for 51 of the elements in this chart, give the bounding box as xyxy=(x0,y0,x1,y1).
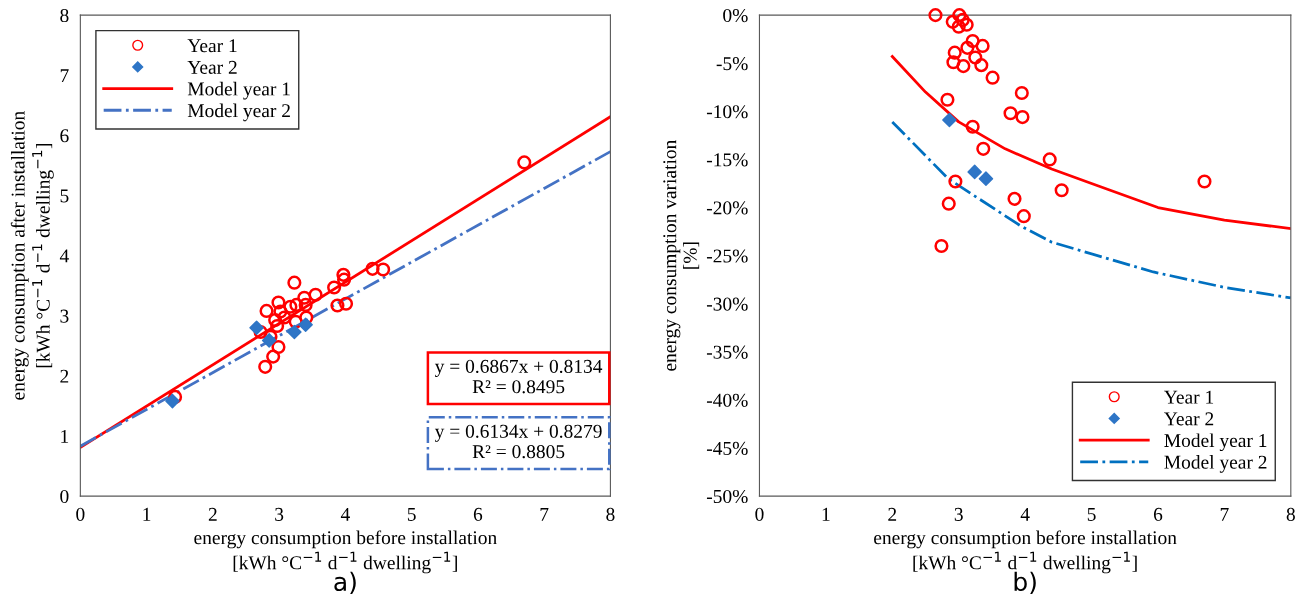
x-tick-label: 5 xyxy=(407,507,416,521)
legend-label: Model year 2 xyxy=(1164,455,1267,473)
annotation: y = 0.6134x + 0.8279 R² = 0.8805 xyxy=(434,424,602,459)
x-tick-label: 8 xyxy=(1286,507,1295,521)
y-tick-label: -5% xyxy=(716,57,748,71)
y-tick-label: -25% xyxy=(706,249,748,263)
x-tick-label: 2 xyxy=(888,507,897,521)
y-tick-label: -40% xyxy=(706,393,748,407)
legend-label: Year 1 xyxy=(1164,390,1214,404)
y-tick-label: 7 xyxy=(60,69,69,82)
y-axis-title: energy consumption variation [%] xyxy=(663,139,700,371)
x-tick-label: 5 xyxy=(1087,507,1096,521)
x-tick-label: 0 xyxy=(76,507,85,521)
x-tick-label: 3 xyxy=(275,507,284,521)
y-axis-title: energy consumption after installation [kWh °C$^{−1}$ d$^{−1}$ dwelling$^{−1}$] xyxy=(10,111,54,400)
x-tick-label: 2 xyxy=(208,507,217,521)
legend-label: Model year 1 xyxy=(187,81,290,100)
x-tick-label: 1 xyxy=(822,507,830,521)
y-tick-label: -45% xyxy=(706,441,748,455)
x-tick-label: 7 xyxy=(1220,507,1229,521)
x-tick-label: 0 xyxy=(755,507,764,521)
x-tick-label: 4 xyxy=(1020,507,1030,521)
legend-label: Year 2 xyxy=(187,60,237,74)
y-tick-label: 3 xyxy=(60,309,69,323)
x-tick-label: 3 xyxy=(954,507,963,521)
y-tick-label: -20% xyxy=(706,201,748,215)
y-tick-label: -10% xyxy=(706,105,748,119)
legend-label: Year 2 xyxy=(1164,412,1214,426)
y-tick-label: 0% xyxy=(723,8,748,23)
y-tick-label: -15% xyxy=(706,153,748,167)
legend-label: Year 1 xyxy=(187,39,237,53)
y-tick-label: -35% xyxy=(706,345,748,359)
y-tick-label: 8 xyxy=(60,8,69,23)
x-tick-label: 6 xyxy=(473,507,483,521)
x-tick-label: 6 xyxy=(1153,507,1163,521)
text: a) xyxy=(334,571,356,595)
y-tick-label: 6 xyxy=(60,129,69,143)
y-tick-label: -30% xyxy=(706,297,748,311)
x-tick-label: 4 xyxy=(340,507,350,521)
y-tick-label: 1 xyxy=(61,429,69,443)
x-tick-label: 8 xyxy=(606,507,615,521)
x-tick-label: 1 xyxy=(143,507,151,521)
annotation: y = 0.6867x + 0.8134 R² = 0.8495 xyxy=(434,359,603,394)
legend-label: Model year 1 xyxy=(1164,433,1267,452)
y-tick-label: 4 xyxy=(59,249,69,263)
y-tick-label: 2 xyxy=(60,369,69,383)
y-tick-label: 0 xyxy=(60,489,69,504)
legend-label: Model year 2 xyxy=(187,103,290,122)
y-tick-label: 5 xyxy=(60,189,69,203)
y-tick-label: -50% xyxy=(706,489,748,504)
x-tick-label: 7 xyxy=(540,507,549,521)
